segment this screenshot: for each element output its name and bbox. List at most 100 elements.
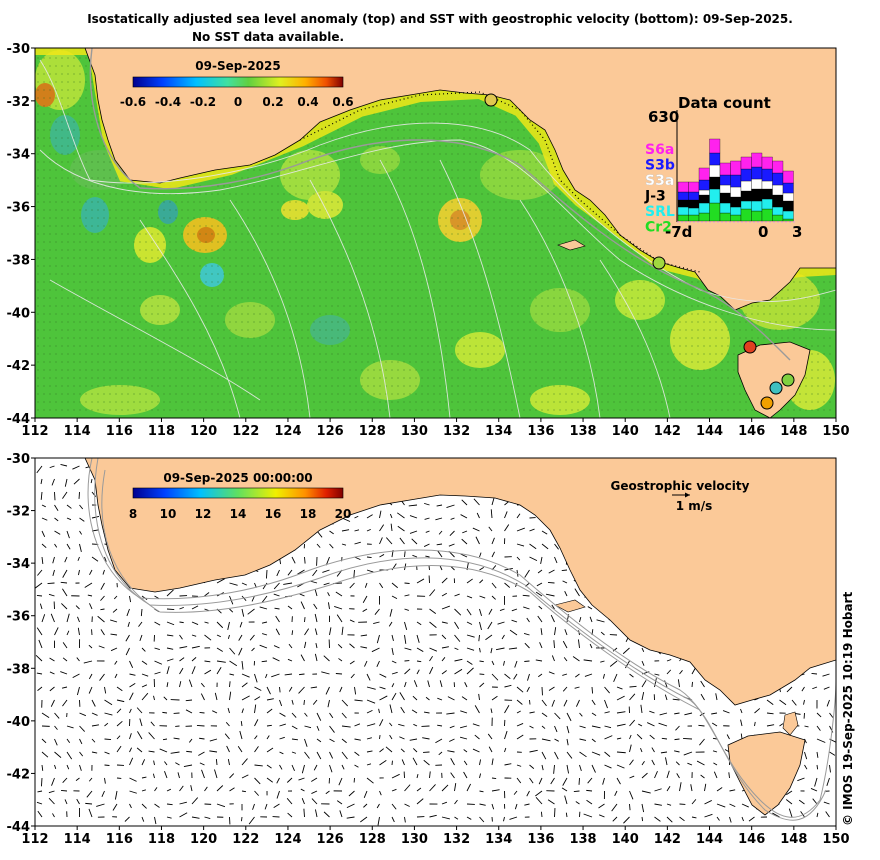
velocity-arrow: [137, 731, 143, 740]
velocity-arrow: [241, 816, 243, 822]
velocity-arrow: [391, 634, 394, 641]
velocity-arrow: [96, 803, 105, 807]
velocity-arrow: [491, 673, 499, 681]
bottom-lon-label: 130: [401, 832, 428, 847]
sla-colorbar-ticks: -0.6 -0.4 -0.2 0 0.2 0.4 0.6: [120, 95, 354, 109]
velocity-arrow: [248, 816, 255, 825]
velocity-arrow: [338, 658, 343, 662]
velocity-arrow: [88, 808, 93, 818]
count-bar-segment: [719, 212, 731, 222]
velocity-arrow: [204, 621, 209, 624]
velocity-arrow: [504, 673, 511, 680]
velocity-arrow: [116, 735, 121, 740]
velocity-arrow: [740, 733, 743, 740]
velocity-arrow: [159, 748, 168, 753]
velocity-arrow: [329, 530, 334, 535]
count-bar-segment: [730, 174, 742, 188]
velocity-arrow: [674, 750, 680, 753]
velocity-arrow: [478, 634, 480, 642]
velocity-arrow: [125, 647, 130, 656]
velocity-arrow: [154, 660, 163, 665]
velocity-arrow: [54, 627, 59, 636]
velocity-arrow: [164, 761, 168, 766]
velocity-arrow: [563, 699, 568, 707]
velocity-arrow: [587, 777, 593, 784]
velocity-arrow: [379, 524, 385, 532]
velocity-arrow: [586, 799, 593, 805]
velocity-arrow: [298, 777, 305, 781]
velocity-arrow: [377, 816, 380, 826]
velocity-arrow: [416, 621, 422, 626]
velocity-arrow: [572, 656, 580, 662]
velocity-arrow: [279, 751, 284, 755]
velocity-arrow: [474, 734, 480, 740]
count-bar-segment: [740, 156, 752, 170]
velocity-arrow: [551, 699, 555, 707]
velocity-arrow: [315, 643, 318, 649]
count-bar-segment: [730, 196, 742, 208]
velocity-arrow: [150, 721, 155, 727]
velocity-arrow: [79, 764, 82, 771]
velocity-arrow: [363, 803, 368, 808]
velocity-arrow: [79, 712, 87, 717]
velocity-arrow: [360, 634, 368, 637]
velocity-arrow: [526, 790, 530, 797]
velocity-arrow: [129, 757, 134, 766]
velocity-arrow: [529, 543, 537, 550]
velocity-arrow: [713, 762, 718, 766]
velocity-arrow: [288, 686, 293, 692]
velocity-arrow: [254, 673, 258, 683]
velocity-arrow: [524, 660, 530, 662]
velocity-arrow: [273, 582, 280, 590]
velocity-arrow: [364, 660, 368, 667]
velocity-arrow: [729, 816, 732, 823]
top-lon-label: 138: [569, 424, 596, 439]
velocity-arrow: [602, 777, 605, 785]
velocity-arrow: [454, 608, 462, 616]
velocity-arrow: [373, 621, 380, 625]
velocity-arrow: [450, 517, 455, 520]
velocity-arrow: [454, 783, 457, 792]
velocity-arrow: [104, 712, 113, 716]
bottom-map-frame: [34, 457, 837, 827]
top-lon-label: 124: [274, 424, 301, 439]
velocity-arrow: [214, 692, 218, 701]
top-lat-label: -30: [7, 42, 31, 57]
velocity-arrow: [740, 708, 743, 714]
velocity-arrow: [541, 530, 548, 535]
velocity-arrow: [241, 660, 244, 670]
velocity-arrow: [166, 634, 174, 637]
sla-colorbar-date: 09-Sep-2025: [195, 59, 280, 73]
velocity-arrow: [62, 642, 68, 649]
velocity-arrow: [441, 816, 450, 820]
velocity-arrow: [409, 738, 418, 741]
velocity-arrow: [541, 738, 551, 742]
velocity-arrow: [91, 724, 100, 727]
velocity-arrow: [464, 682, 468, 688]
velocity-arrow: [475, 536, 480, 545]
sla-colorbar-tick-label: 0: [234, 95, 242, 109]
velocity-arrow: [348, 790, 355, 797]
velocity-arrow: [177, 772, 180, 779]
bathymetry-contours-bottom: [87, 458, 836, 821]
velocity-arrow: [499, 608, 505, 612]
velocity-arrow: [127, 621, 130, 628]
velocity-arrow: [583, 813, 593, 818]
velocity-arrow: [104, 751, 110, 755]
velocity-arrow: [87, 594, 93, 597]
velocity-arrow: [509, 629, 518, 636]
velocity-arrow: [303, 699, 305, 706]
velocity-arrow: [641, 647, 645, 652]
velocity-arrow: [191, 797, 199, 805]
bottom-lat-label: -32: [7, 505, 31, 520]
velocity-arrow: [526, 686, 530, 693]
velocity-arrow: [478, 693, 480, 701]
velocity-arrow: [660, 751, 668, 754]
velocity-arrow: [72, 465, 80, 470]
velocity-arrow: [339, 686, 343, 693]
velocity-arrow: [239, 730, 243, 740]
velocity-arrow: [816, 764, 819, 770]
velocity-arrow: [191, 645, 200, 649]
top-lon-label: 144: [696, 424, 723, 439]
velocity-arrow: [304, 712, 308, 717]
